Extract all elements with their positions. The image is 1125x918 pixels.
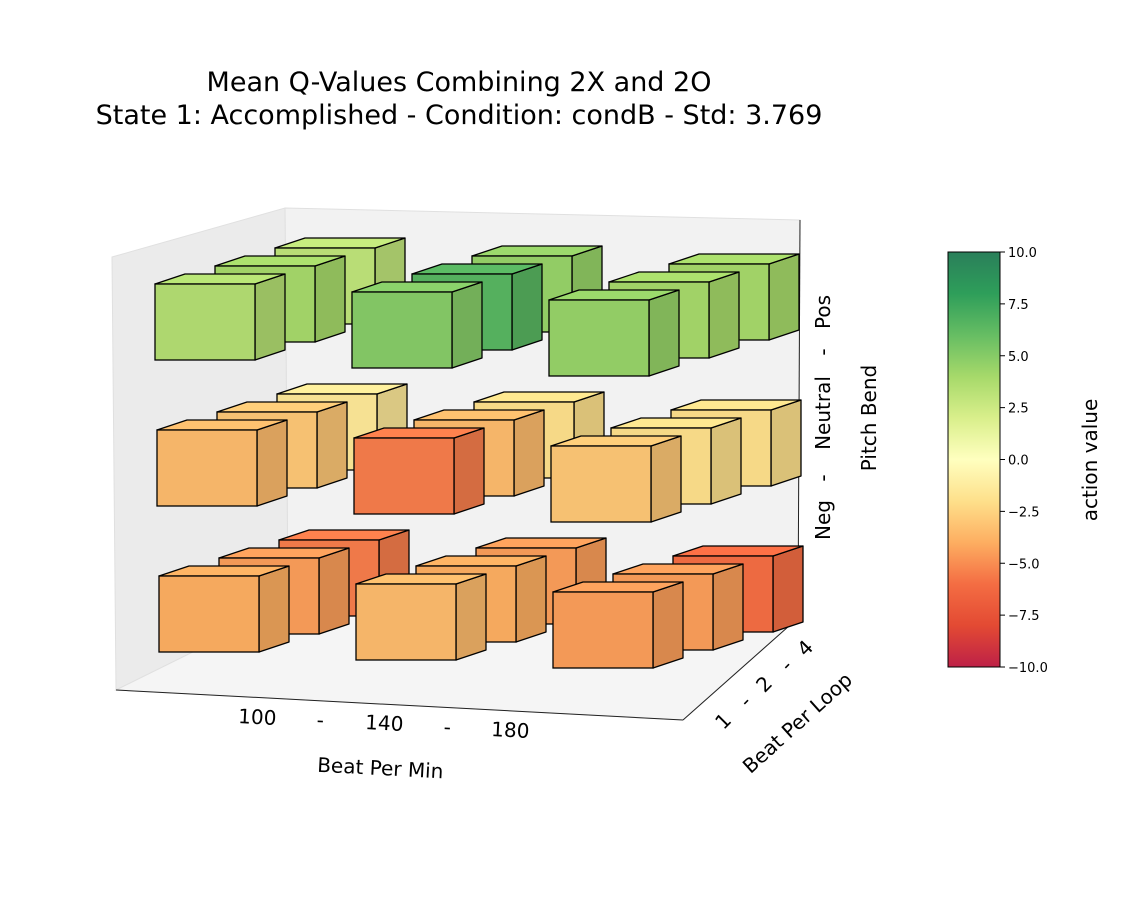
colorbar-tick-label: 10.0 [1008,246,1037,261]
bars-layer [154,237,804,669]
z-axis-ticks: Neg - Neutral - Pos [811,295,835,540]
bar-cube [154,273,286,361]
x-axis-ticks: 100 - 140 - 180 [238,704,530,743]
x-axis-line [115,689,684,721]
bar-front-face [550,445,652,523]
bar-side-face [708,271,740,359]
colorbar-label: action value [1078,399,1102,522]
bar-front-face [156,429,258,507]
colorbar-tick-label: 2.5 [1008,402,1029,417]
bar-side-face [314,255,346,343]
bar-front-face [548,299,650,377]
colorbar-strip [947,251,1001,668]
bar-cube [156,419,288,507]
bar-side-face [254,273,286,361]
bar-side-face [256,419,288,507]
colorbar: 10.0 7.5 5.0 2.5 0.0 −2.5 −5.0 −7.5 −10.0 action… [947,246,1102,676]
colorbar-tick-label: 0.0 [1008,454,1029,469]
y-axis-line [682,617,799,721]
colorbar-tick-label: −5.0 [1008,557,1040,572]
bar-side-face [455,573,487,661]
bar-side-face [712,563,744,651]
bar-cube [552,581,684,669]
colorbar-tick-label: −7.5 [1008,609,1040,624]
bar-side-face [318,547,350,635]
z-tick-label: Neutral [811,376,835,450]
bar-side-face [768,253,800,341]
chart-title-line: Mean Q-Values Combining 2X and 2O [206,67,712,98]
x-tick-label: - [316,708,324,732]
bar-cube [351,281,483,369]
colorbar-tick-label: 7.5 [1008,298,1029,313]
colorbar-tick-label: −2.5 [1008,505,1040,520]
y-tick-label: - [734,690,756,712]
z-tick-label: - [811,348,835,355]
z-axis-title: Pitch Bend [857,365,881,471]
bar-side-face [316,401,348,489]
colorbar-tick-label: −10.0 [1008,661,1048,676]
bar-front-face [158,575,260,653]
x-axis-title: Beat Per Min [317,753,444,784]
bar-side-face [258,565,290,653]
y-tick-label: - [775,654,797,676]
bar-cube [353,427,485,515]
bar-cube [550,435,682,523]
bar-side-face [453,427,485,515]
bar-side-face [511,263,543,351]
y-tick-label: 1 [710,708,736,734]
y-tick-label: 2 [751,671,777,697]
x-tick-label: 100 [238,704,277,730]
bar-side-face [652,581,684,669]
bar-cube [355,573,487,661]
bar-side-face [451,281,483,369]
bar-front-face [351,291,453,369]
bar-front-face [353,437,455,515]
colorbar-tick-label: 5.0 [1008,350,1029,365]
z-tick-label: - [811,474,835,481]
x-tick-label: 180 [491,717,530,743]
bar-side-face [770,399,802,487]
z-tick-label: Pos [811,295,835,329]
colorbar-ticks: 10.0 7.5 5.0 2.5 0.0 −2.5 −5.0 −7.5 −10.0 [1000,246,1048,676]
bar-side-face [515,555,547,643]
z-tick-label: Neg [811,500,835,540]
bar-cube [548,289,680,377]
bar-side-face [513,409,545,497]
bar-side-face [650,435,682,523]
bar-front-face [154,283,256,361]
bar-side-face [772,545,804,633]
bar-side-face [710,417,742,505]
chart-subtitle-line: State 1: Accomplished - Condition: condB… [95,100,823,131]
bar-cube [158,565,290,653]
x-tick-label: - [443,715,451,739]
bar-front-face [552,591,654,669]
y-tick-label: 4 [792,635,818,661]
bar-front-face [355,583,457,661]
bar-side-face [648,289,680,377]
chart-title: Mean Q-Values Combining 2X and 2O State … [0,66,918,132]
x-tick-label: 140 [365,710,404,736]
